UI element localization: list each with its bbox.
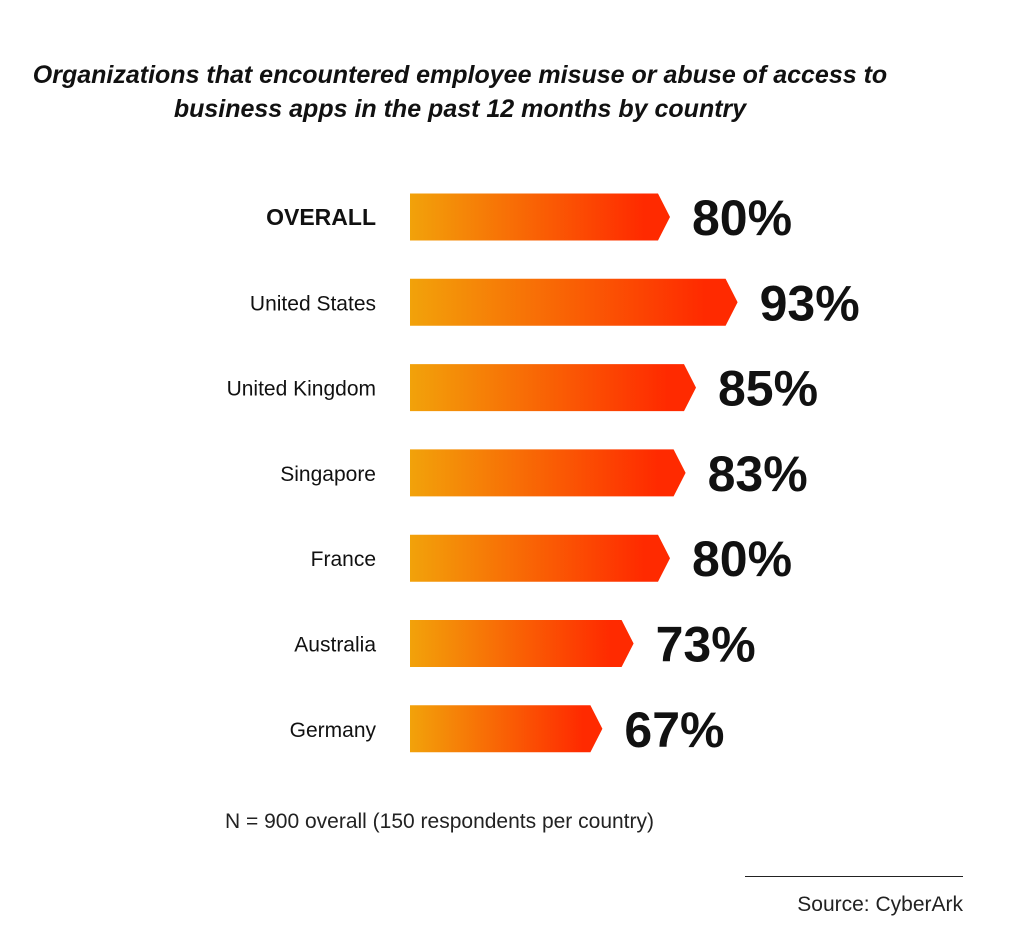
value-label: 85% [718, 361, 818, 417]
bar-row: Australia 73% [294, 617, 755, 673]
bar [410, 705, 603, 753]
divider [745, 876, 963, 877]
value-label: 93% [760, 275, 860, 331]
bar-row: France 80% [311, 531, 792, 587]
bar [410, 278, 738, 326]
chart-title: Organizations that encountered employee … [32, 61, 888, 123]
bar [410, 620, 634, 667]
value-label: 80% [692, 531, 792, 587]
category-label: France [311, 548, 376, 571]
bar-row: Germany 67% [290, 702, 725, 758]
value-label: 80% [692, 190, 792, 246]
value-label: 73% [656, 617, 756, 673]
value-label: 67% [624, 702, 724, 758]
category-label: Germany [290, 719, 377, 742]
bar-row: Singapore 83% [280, 446, 807, 502]
category-label: United States [250, 292, 376, 315]
category-label: OVERALL [266, 204, 376, 230]
source-label: Source: CyberArk [797, 893, 963, 916]
bar [410, 364, 696, 412]
category-label: United Kingdom [227, 378, 376, 401]
bar [410, 534, 670, 582]
category-label: Singapore [280, 463, 376, 486]
bar-row: United States 93% [250, 275, 860, 331]
bar-row: OVERALL 80% [266, 190, 792, 246]
bar [410, 449, 686, 497]
bar-row: United Kingdom 85% [227, 361, 819, 417]
bar [410, 193, 670, 241]
category-label: Australia [294, 634, 376, 657]
value-label: 83% [708, 446, 808, 502]
sample-size-note: N = 900 overall (150 respondents per cou… [225, 810, 654, 833]
